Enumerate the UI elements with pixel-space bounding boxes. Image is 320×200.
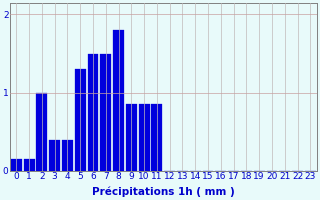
Bar: [126, 104, 137, 171]
Bar: [75, 69, 86, 171]
Bar: [139, 104, 149, 171]
Bar: [49, 140, 60, 171]
Bar: [36, 93, 47, 171]
Bar: [62, 140, 73, 171]
Bar: [100, 54, 111, 171]
Bar: [24, 159, 35, 171]
Bar: [88, 54, 99, 171]
Bar: [113, 30, 124, 171]
X-axis label: Précipitations 1h ( mm ): Précipitations 1h ( mm ): [92, 187, 235, 197]
Bar: [151, 104, 162, 171]
Bar: [11, 159, 22, 171]
